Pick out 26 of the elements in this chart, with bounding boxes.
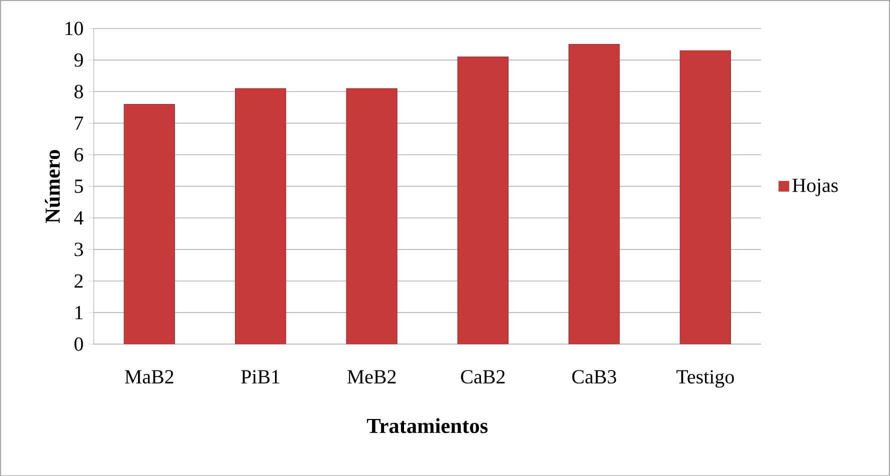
y-tick-label: 5 [74, 179, 83, 193]
x-tick-label: Testigo [676, 370, 734, 388]
y-tick-label: 4 [74, 211, 84, 224]
x-tick-label: PiB1 [241, 370, 280, 384]
bar [346, 88, 398, 344]
bar [680, 50, 731, 344]
x-tick-label: CaB2 [461, 370, 505, 384]
y-tick-label: 0 [74, 337, 83, 351]
y-tick-label: 8 [74, 84, 83, 98]
x-axis-title: Tratamientos [366, 418, 488, 433]
bar [568, 44, 620, 344]
y-tick-label: 2 [74, 274, 83, 288]
x-tick-label: CaB3 [572, 370, 616, 384]
y-tick-label: 6 [74, 148, 84, 162]
y-tick-label: 1 [75, 306, 83, 319]
y-tick-label: 9 [74, 53, 83, 67]
y-tick-label: 3 [74, 242, 83, 256]
bar [457, 56, 509, 344]
bar [234, 88, 286, 344]
x-tick-label: MeB2 [347, 370, 396, 384]
y-tick-label: 7 [75, 116, 84, 130]
bar [124, 104, 175, 344]
x-tick-label: MaB2 [124, 370, 174, 384]
legend-label: Hojas [792, 178, 838, 196]
y-axis-title: Número [44, 150, 60, 223]
y-tick-label: 10 [66, 22, 83, 35]
